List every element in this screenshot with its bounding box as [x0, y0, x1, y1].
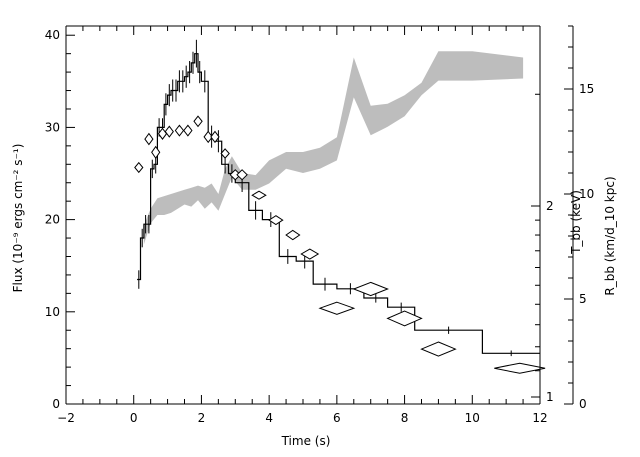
temperature-diamond: [157, 127, 168, 140]
temperature-diamond: [144, 132, 154, 146]
temperature-diamond-layer: [134, 115, 546, 374]
temperature-diamond: [318, 301, 356, 315]
x-tick-label: 4: [265, 411, 273, 425]
temperature-diamond: [203, 130, 213, 144]
temperature-diamond: [220, 148, 230, 159]
x-tick-label: 0: [130, 411, 138, 425]
rbb-tick-label: 15: [579, 82, 594, 96]
temperature-diamond: [494, 362, 546, 374]
y-axis-label-tbb: T_bb (keV): [569, 190, 583, 255]
tbb-tick-label: 1: [546, 390, 554, 404]
temperature-diamond: [352, 281, 389, 297]
flux-tick-label: 10: [45, 305, 60, 319]
y-axis-label-rbb: R_bb (km/d_10 kpc): [603, 176, 617, 295]
flux-tick-label: 0: [52, 397, 60, 411]
flux-tick-label: 30: [45, 120, 60, 134]
rbb-tick-label: 0: [579, 397, 587, 411]
rbb-tick-label: 10: [579, 187, 594, 201]
x-tick-label: −2: [57, 411, 75, 425]
flux-tick-label: 40: [45, 28, 60, 42]
x-tick-label: 6: [333, 411, 341, 425]
temperature-diamond: [193, 115, 203, 128]
temperature-diamond: [210, 130, 220, 144]
tbb-tick-label: 2: [546, 199, 554, 213]
x-axis-label: Time (s): [281, 434, 331, 448]
x-tick-label: 10: [465, 411, 480, 425]
temperature-diamond: [236, 169, 248, 181]
x-tick-label: 8: [401, 411, 409, 425]
y-axis-label-left: Flux (10⁻⁹ ergs cm⁻² s⁻¹): [11, 144, 25, 293]
temperature-diamond: [268, 215, 284, 226]
rbb-tick-label: 5: [579, 292, 587, 306]
temperature-diamond: [164, 125, 174, 138]
temperature-diamond: [134, 161, 144, 174]
temperature-diamond: [300, 248, 320, 260]
temperature-diamond: [151, 145, 161, 159]
x-tick-label: 2: [198, 411, 206, 425]
temperature-diamond: [183, 124, 193, 137]
radius-band: [143, 51, 524, 245]
x-tick-label: 12: [532, 411, 547, 425]
temperature-diamond: [285, 229, 301, 241]
temperature-diamond: [386, 310, 423, 327]
temperature-diamond: [174, 124, 185, 137]
flux-tick-label: 20: [45, 213, 60, 227]
temperature-diamond: [251, 190, 267, 200]
radius-band-layer: [143, 51, 524, 245]
temperature-diamond: [420, 341, 457, 357]
